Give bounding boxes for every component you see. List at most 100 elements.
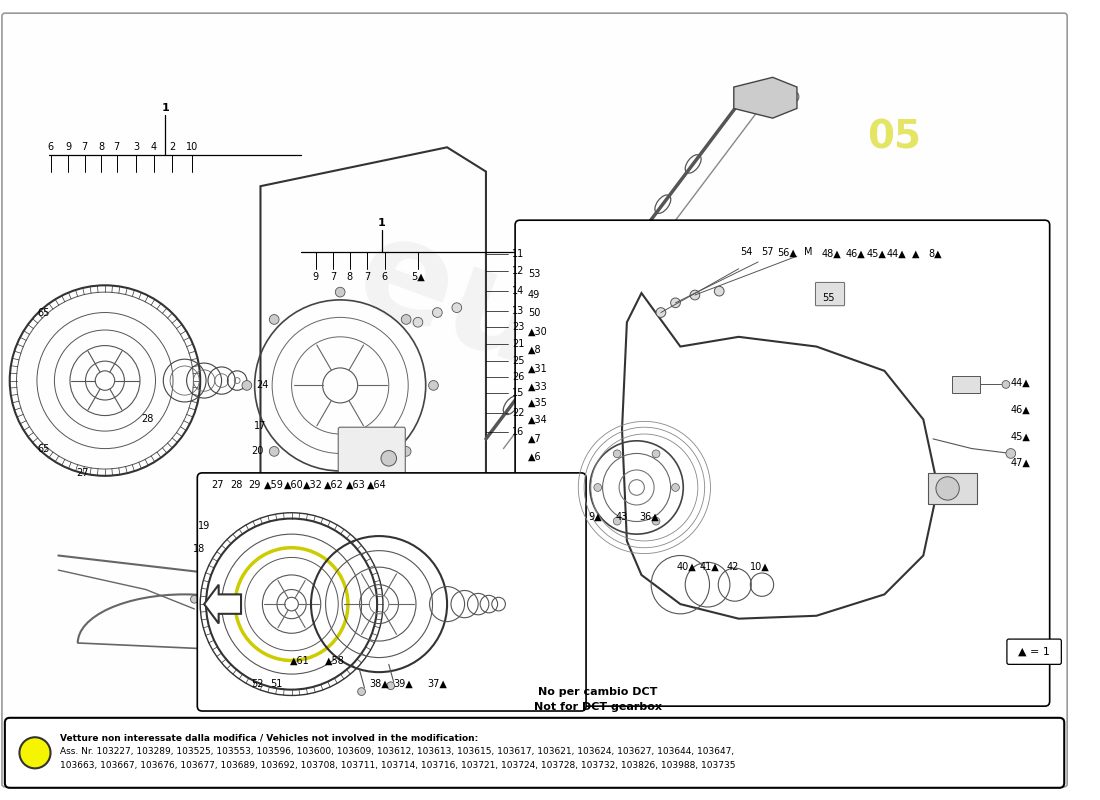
- Text: ▲35: ▲35: [528, 398, 548, 408]
- Text: 50: 50: [528, 307, 540, 318]
- Text: 65: 65: [37, 307, 50, 318]
- Text: 11: 11: [513, 250, 525, 259]
- Text: ▲62: ▲62: [324, 479, 344, 490]
- Text: 3: 3: [133, 142, 139, 152]
- Text: 7: 7: [364, 271, 371, 282]
- Text: 21: 21: [513, 338, 525, 349]
- Text: ▲: ▲: [912, 250, 920, 259]
- Bar: [928, 473, 977, 504]
- Text: 43: 43: [616, 512, 628, 522]
- Text: ▲ = 1: ▲ = 1: [1019, 646, 1050, 657]
- Circle shape: [772, 91, 783, 102]
- Text: 22: 22: [513, 408, 525, 418]
- Text: 47▲: 47▲: [1011, 458, 1031, 468]
- Text: 14: 14: [513, 286, 525, 296]
- FancyBboxPatch shape: [197, 473, 586, 711]
- Text: ▲31: ▲31: [528, 364, 548, 374]
- Text: 8: 8: [98, 142, 104, 152]
- Text: 41▲: 41▲: [700, 562, 719, 572]
- Text: 23: 23: [513, 322, 525, 332]
- Text: 46▲: 46▲: [1011, 405, 1031, 414]
- Circle shape: [336, 287, 345, 297]
- FancyBboxPatch shape: [4, 718, 1064, 788]
- Text: ▲33: ▲33: [528, 382, 548, 391]
- Text: 5▲: 5▲: [411, 271, 425, 282]
- Text: 38▲: 38▲: [370, 678, 389, 689]
- Text: 51: 51: [270, 678, 283, 689]
- Text: 45▲: 45▲: [867, 250, 887, 259]
- Text: 7: 7: [81, 142, 88, 152]
- Polygon shape: [205, 585, 241, 623]
- Text: 46▲: 46▲: [846, 250, 866, 259]
- Text: 6: 6: [382, 271, 388, 282]
- Circle shape: [714, 286, 724, 296]
- Circle shape: [336, 474, 345, 483]
- Text: 15: 15: [513, 388, 525, 398]
- Text: 37▲: 37▲: [428, 678, 448, 689]
- Text: ▲61: ▲61: [289, 655, 309, 666]
- Circle shape: [414, 318, 422, 327]
- Bar: [953, 376, 980, 393]
- Circle shape: [690, 290, 700, 300]
- Text: 44▲: 44▲: [887, 250, 906, 259]
- Circle shape: [788, 91, 799, 102]
- Text: 1: 1: [378, 218, 386, 228]
- Text: ▲34: ▲34: [528, 414, 548, 425]
- Circle shape: [594, 483, 602, 491]
- Text: ▲30: ▲30: [528, 327, 548, 337]
- Text: 05: 05: [867, 118, 921, 157]
- Text: 12: 12: [513, 266, 525, 276]
- Circle shape: [432, 308, 442, 318]
- Text: 48▲: 48▲: [821, 250, 840, 259]
- Text: ▲7: ▲7: [528, 434, 541, 444]
- Text: 8▲: 8▲: [928, 250, 942, 259]
- Text: Vetture non interessate dalla modifica / Vehicles not involved in the modificati: Vetture non interessate dalla modifica /…: [60, 734, 478, 742]
- Text: ▲60: ▲60: [284, 479, 304, 490]
- Text: 44▲: 44▲: [1011, 378, 1031, 387]
- Text: 52: 52: [251, 678, 264, 689]
- Circle shape: [1005, 449, 1015, 458]
- Text: Ass. Nr. 103227, 103289, 103525, 103553, 103596, 103600, 103609, 103612, 103613,: Ass. Nr. 103227, 103289, 103525, 103553,…: [60, 747, 735, 756]
- Circle shape: [452, 303, 462, 313]
- Text: M: M: [804, 247, 813, 258]
- Text: 1: 1: [162, 103, 169, 114]
- Text: ▲59: ▲59: [264, 479, 284, 490]
- Text: ▲58: ▲58: [326, 655, 345, 666]
- Text: 9: 9: [65, 142, 72, 152]
- Text: 4: 4: [151, 142, 156, 152]
- Circle shape: [242, 381, 252, 390]
- Text: ▲64: ▲64: [367, 479, 387, 490]
- Text: 40▲: 40▲: [676, 562, 696, 572]
- Circle shape: [278, 614, 286, 622]
- Circle shape: [270, 314, 279, 324]
- Circle shape: [358, 688, 365, 695]
- Text: 42: 42: [727, 562, 739, 572]
- Text: ▲6: ▲6: [528, 451, 541, 462]
- Circle shape: [270, 446, 279, 456]
- Text: europé's: europé's: [339, 199, 1022, 562]
- Text: 65: 65: [37, 443, 50, 454]
- Circle shape: [780, 91, 791, 102]
- Circle shape: [402, 446, 411, 456]
- Text: 39▲: 39▲: [394, 678, 414, 689]
- Text: 28: 28: [142, 414, 154, 425]
- Polygon shape: [734, 78, 798, 118]
- Text: 36▲: 36▲: [639, 512, 659, 522]
- Text: 8: 8: [346, 271, 353, 282]
- Circle shape: [375, 610, 383, 618]
- Circle shape: [652, 518, 660, 525]
- Circle shape: [671, 298, 680, 308]
- Text: 16: 16: [513, 427, 525, 437]
- Text: ▲8: ▲8: [528, 345, 541, 354]
- Circle shape: [429, 381, 438, 390]
- FancyBboxPatch shape: [2, 13, 1067, 787]
- FancyBboxPatch shape: [338, 427, 405, 485]
- Circle shape: [190, 595, 198, 603]
- Text: 10▲: 10▲: [750, 562, 770, 572]
- Text: 20: 20: [252, 446, 264, 455]
- Text: ▲32: ▲32: [302, 479, 323, 490]
- Text: 18: 18: [194, 544, 206, 554]
- Text: 17: 17: [254, 422, 266, 431]
- Text: 9▲: 9▲: [588, 512, 602, 522]
- Text: 7: 7: [113, 142, 120, 152]
